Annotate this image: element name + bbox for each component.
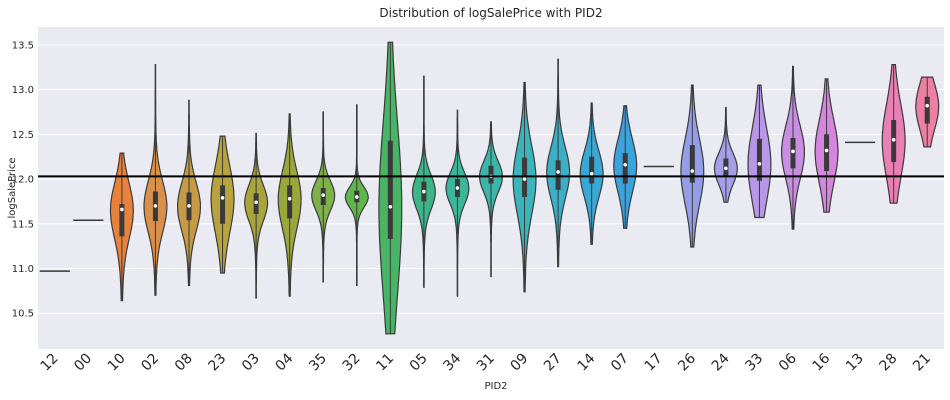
- x-tick-label: 08: [172, 351, 196, 375]
- y-tick-label: 13.0: [12, 85, 34, 96]
- median-08: [187, 204, 191, 208]
- median-16: [824, 148, 829, 153]
- median-23: [220, 196, 225, 200]
- x-tick-label: 02: [138, 351, 162, 375]
- median-06: [791, 149, 795, 154]
- median-11: [388, 204, 393, 209]
- box-04: [287, 185, 293, 219]
- x-tick-label: 04: [273, 350, 297, 374]
- x-tick-label: 10: [105, 351, 129, 375]
- median-04: [287, 196, 292, 201]
- median-05: [422, 189, 426, 194]
- median-33: [757, 162, 762, 166]
- box-21: [924, 96, 930, 124]
- x-tick-label: 06: [776, 350, 800, 374]
- x-tick-label: 27: [541, 351, 565, 375]
- x-tick-label: 35: [306, 351, 330, 375]
- median-35: [321, 193, 326, 197]
- x-tick-label: 11: [373, 351, 397, 375]
- median-21: [925, 103, 930, 108]
- x-axis-label: PID2: [484, 381, 507, 392]
- box-33: [756, 138, 762, 181]
- chart-title: Distribution of logSalePrice with PID2: [379, 6, 602, 20]
- x-tick-label: 14: [575, 350, 599, 374]
- median-28: [891, 137, 896, 142]
- x-tick-label: 13: [843, 351, 867, 375]
- y-tick-label: 12.0: [12, 175, 34, 186]
- y-axis-label: logSalePrice: [7, 157, 18, 218]
- box-23: [220, 185, 226, 224]
- box-07: [622, 153, 628, 184]
- x-tick-label: 32: [340, 351, 364, 375]
- median-03: [254, 200, 258, 205]
- x-tick-label: 24: [709, 350, 733, 374]
- x-tick-label: 09: [507, 351, 531, 375]
- box-14: [589, 156, 595, 184]
- x-tick-label: 05: [407, 351, 431, 375]
- median-14: [589, 171, 594, 176]
- x-tick-label: 12: [38, 351, 62, 375]
- x-tick-label: 03: [239, 351, 263, 375]
- x-tick-label: 26: [675, 350, 699, 374]
- median-09: [522, 177, 527, 181]
- median-10: [120, 207, 124, 212]
- x-tick-label: 07: [608, 351, 632, 375]
- median-24: [724, 166, 728, 171]
- y-tick-label: 10.5: [12, 309, 34, 320]
- x-tick-labels: 12 00 10 02 08 23 03 04 35 32 11 05 34 31 09 27 14 07 17 26…: [38, 350, 934, 374]
- x-tick-label: 21: [910, 351, 934, 375]
- box-27: [555, 160, 561, 190]
- x-tick-label: 33: [742, 351, 766, 375]
- y-tick-label: 11.0: [12, 264, 34, 275]
- y-tick-label: 12.5: [12, 130, 34, 141]
- x-tick-label: 17: [642, 351, 666, 375]
- box-11: [387, 140, 393, 239]
- median-32: [354, 195, 359, 199]
- y-tick-label: 11.5: [12, 219, 34, 230]
- x-tick-label: 34: [440, 350, 464, 374]
- x-tick-label: 00: [71, 351, 95, 375]
- median-02: [153, 204, 158, 208]
- x-tick-label: 16: [809, 350, 833, 374]
- x-tick-label: 31: [474, 351, 498, 375]
- x-tick-label: 28: [877, 351, 901, 375]
- median-26: [690, 169, 695, 173]
- y-tick-labels: 10.5 11.0 11.5 12.0 12.5 13.0 13.5: [12, 40, 34, 319]
- median-34: [455, 186, 460, 190]
- median-07: [623, 162, 628, 167]
- box-16: [824, 134, 830, 172]
- box-10: [119, 204, 125, 237]
- box-26: [689, 145, 695, 183]
- y-tick-label: 13.5: [12, 40, 34, 51]
- violins: [39, 41, 940, 335]
- median-27: [556, 170, 560, 174]
- x-tick-label: 23: [205, 351, 229, 375]
